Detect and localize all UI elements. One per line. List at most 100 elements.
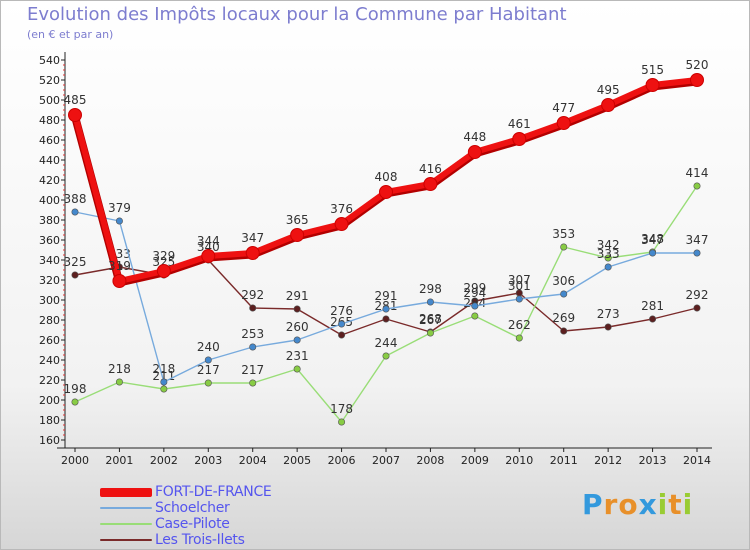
data-label: 299 [463, 281, 486, 295]
y-tick-label: 380 [39, 214, 60, 227]
data-label: 376 [330, 202, 353, 216]
x-tick-label: 2012 [594, 454, 622, 467]
data-label: 231 [286, 349, 309, 363]
x-tick-label: 2009 [461, 454, 489, 467]
data-point [201, 249, 216, 263]
y-tick-label: 240 [39, 354, 60, 367]
data-point [515, 295, 523, 303]
brand-letter: P [582, 488, 604, 521]
data-point [426, 329, 434, 337]
x-tick-label: 2005 [283, 454, 311, 467]
data-label: 244 [375, 336, 398, 350]
data-point [115, 378, 123, 386]
data-point [338, 320, 346, 328]
series-fort-de-france: 485 319 329 344 347 365 376 408 416 448 461 477 495 5… [64, 58, 708, 288]
data-label: 365 [286, 213, 309, 227]
data-label: 217 [241, 363, 264, 377]
data-label: 333 [597, 247, 620, 261]
data-label: 344 [197, 234, 220, 248]
y-tick-label: 520 [39, 74, 60, 87]
data-label: 348 [641, 232, 664, 246]
legend-label: Case-Pilote [155, 516, 230, 532]
data-point [601, 98, 616, 112]
data-point [693, 304, 701, 312]
legend-item-les-trois-ilets: Les Trois-Ilets [100, 532, 245, 548]
data-point [382, 305, 390, 313]
data-label: 306 [552, 274, 575, 288]
data-label: 260 [286, 320, 309, 334]
data-point [512, 132, 527, 146]
x-tick-label: 2006 [328, 454, 356, 467]
data-label: 325 [152, 255, 175, 269]
x-tick-label: 2003 [194, 454, 222, 467]
brand-letter: r [603, 488, 619, 521]
x-tick-label: 2011 [550, 454, 578, 467]
data-point [556, 116, 571, 130]
data-label: 291 [375, 289, 398, 303]
data-label: 298 [419, 282, 442, 296]
legend-swatch [100, 507, 152, 509]
y-tick-label: 480 [39, 114, 60, 127]
data-point [156, 264, 171, 278]
data-point [560, 243, 568, 251]
data-point [382, 352, 390, 360]
data-label: 477 [552, 101, 575, 115]
data-point [649, 249, 657, 257]
x-tick-label: 2007 [372, 454, 400, 467]
data-point [249, 379, 257, 387]
data-label: 347 [686, 233, 709, 247]
data-point [560, 327, 568, 335]
y-tick-label: 340 [39, 254, 60, 267]
data-label: 273 [597, 307, 620, 321]
y-tick-label: 220 [39, 374, 60, 387]
data-point [249, 304, 257, 312]
legend-item-case-pilote: Case-Pilote [100, 516, 230, 532]
data-label: 281 [641, 299, 664, 313]
y-tick-label: 500 [39, 94, 60, 107]
data-label: 408 [375, 170, 398, 184]
data-point [112, 274, 127, 288]
data-label: 388 [64, 192, 87, 206]
data-label: 294 [463, 286, 486, 300]
y-tick-label: 160 [39, 434, 60, 447]
data-point [649, 315, 657, 323]
data-point [71, 271, 79, 279]
data-label: 416 [419, 162, 442, 176]
y-tick-label: 400 [39, 194, 60, 207]
y-tick-label: 200 [39, 394, 60, 407]
data-label: 485 [64, 93, 87, 107]
data-point [71, 208, 79, 216]
data-point [334, 217, 349, 231]
data-point [471, 302, 479, 310]
x-tick-label: 2000 [61, 454, 89, 467]
legend-swatch [100, 487, 152, 497]
legend-swatch [100, 523, 152, 525]
data-label: 301 [508, 279, 531, 293]
data-label: 269 [552, 311, 575, 325]
data-point [204, 379, 212, 387]
data-point [471, 312, 479, 320]
legend-item-schoelcher: Schoelcher [100, 500, 230, 516]
data-label: 262 [508, 318, 531, 332]
y-tick-label: 180 [39, 414, 60, 427]
data-point [515, 334, 523, 342]
data-label: 218 [152, 362, 175, 376]
data-point [115, 217, 123, 225]
x-tick-label: 2014 [683, 454, 711, 467]
data-label: 342 [597, 238, 620, 252]
data-label: 218 [108, 362, 131, 376]
data-label: 319 [108, 259, 131, 273]
chart-title: Evolution des Impôts locaux pour la Comm… [27, 4, 567, 25]
legend-swatch [100, 539, 152, 541]
data-label: 515 [641, 63, 664, 77]
data-label: 329 [152, 249, 175, 263]
data-point [645, 78, 660, 92]
data-point [604, 323, 612, 331]
data-point [604, 263, 612, 271]
data-label: 240 [197, 340, 220, 354]
y-tick-label: 300 [39, 294, 60, 307]
data-label: 267 [419, 313, 442, 327]
